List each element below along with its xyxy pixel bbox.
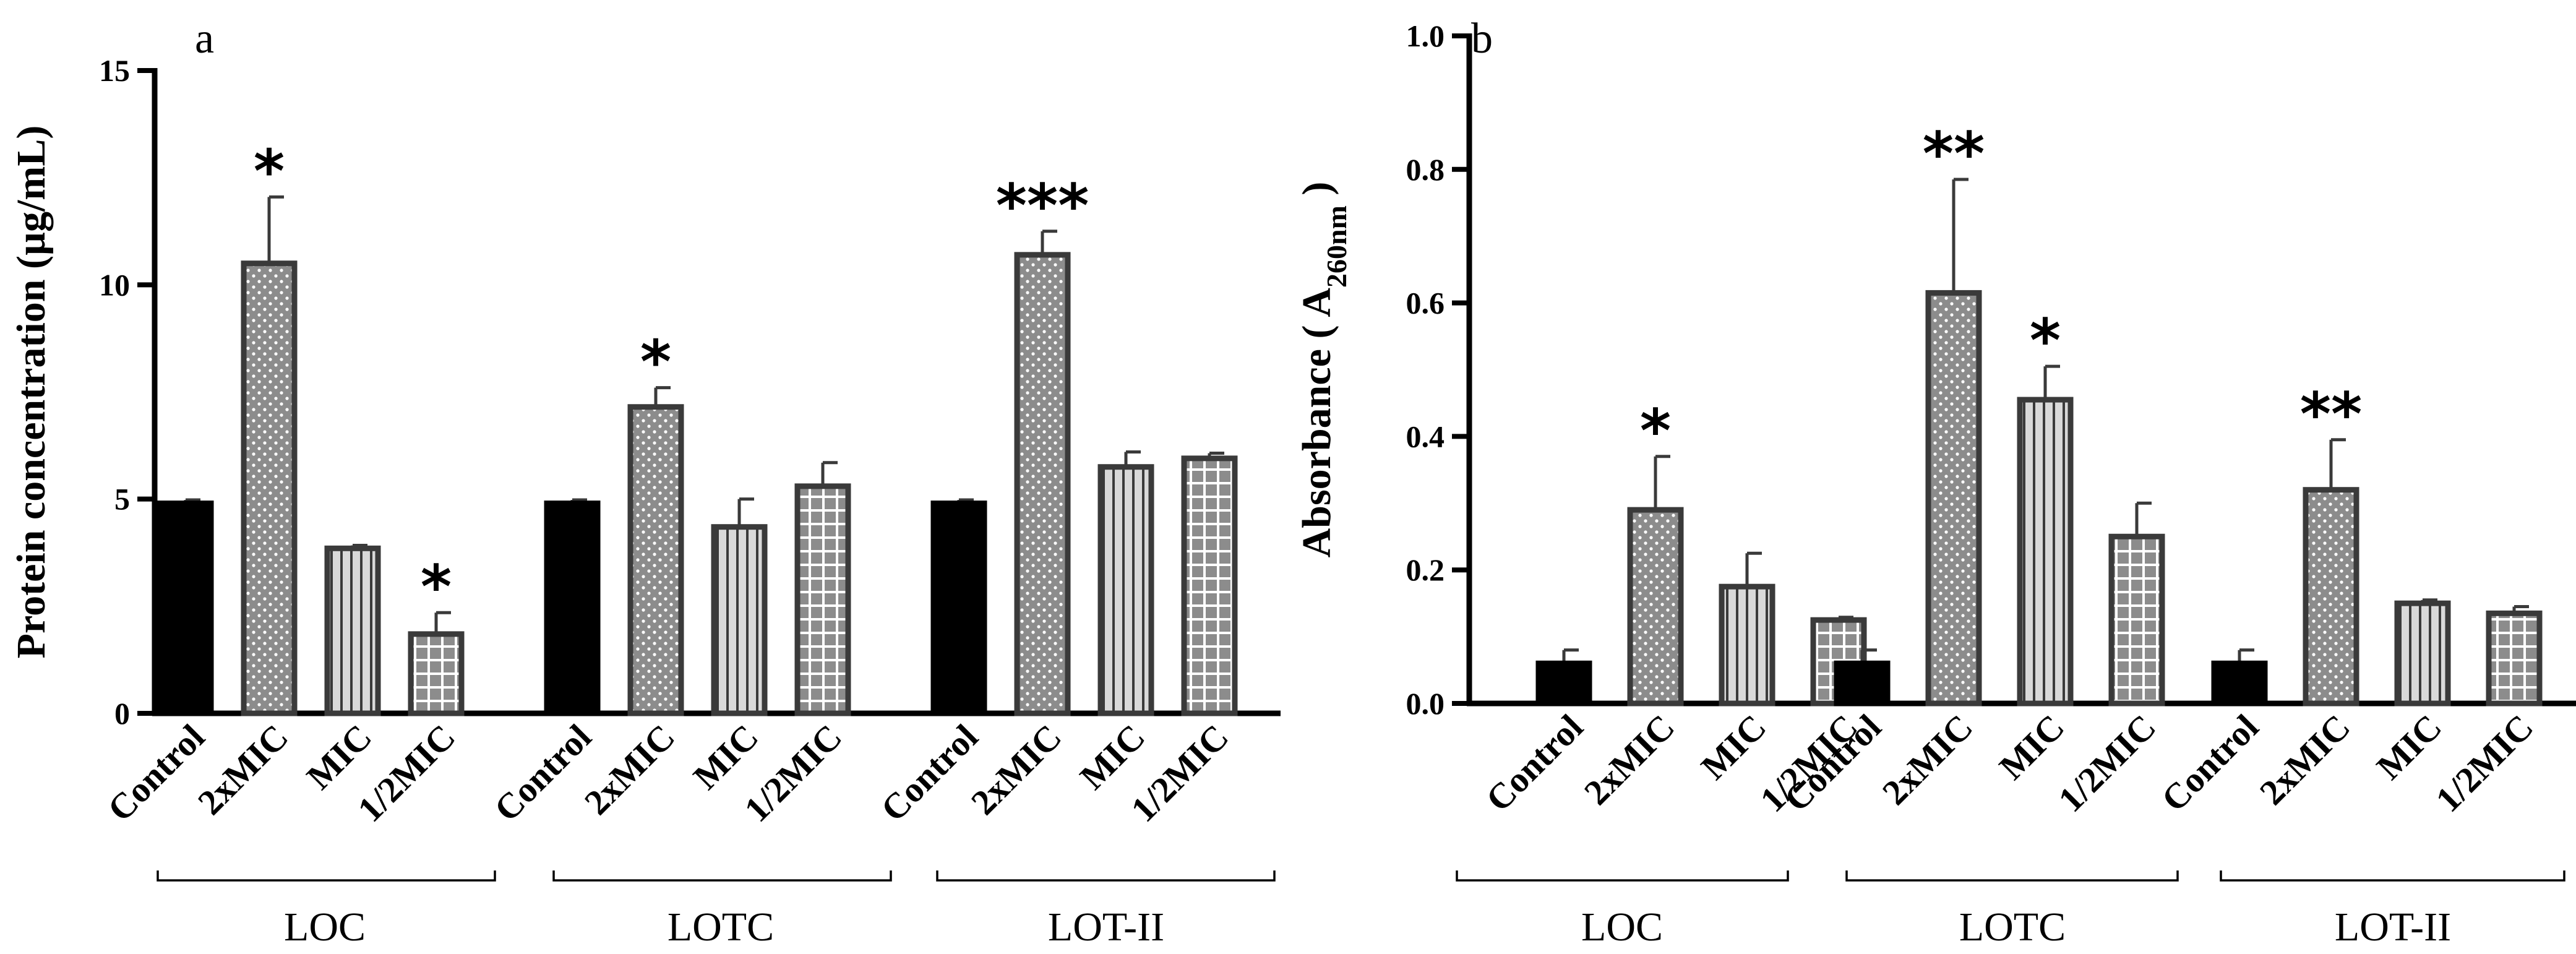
bar-lotc-mic	[711, 524, 768, 716]
bar-lot-ii-2xmic	[2303, 487, 2359, 707]
bar-loc-half-mic	[408, 631, 465, 716]
y-tick-label: 0.6	[1406, 286, 1445, 320]
y-tick-label: 5	[114, 482, 130, 517]
panel-letter: a	[195, 15, 214, 62]
group-bracket	[552, 870, 892, 882]
group-label: LOC	[1581, 905, 1663, 950]
group-bracket	[936, 870, 1276, 882]
bar-loc-2xmic	[1627, 507, 1684, 707]
y-axis-title-subscript: 260nm	[1321, 205, 1352, 288]
bar-lotc-mic	[2017, 397, 2074, 707]
significance-marker: *	[640, 328, 671, 397]
category-label: Control	[873, 716, 985, 829]
panel-b: b 0.0 0.2 0.4 0.6 0.8 1.0 Absorbance ( A260nm )…	[1294, 15, 2576, 950]
y-axis-title-main: Absorbance ( A	[1294, 288, 1339, 558]
category-label: 2xMIC	[190, 716, 296, 822]
significance-marker: *	[1640, 397, 1671, 466]
category-label: Control	[486, 716, 599, 829]
group-bracket	[1456, 870, 1789, 882]
y-tick-label: 15	[99, 53, 130, 88]
panel-letter: b	[1471, 15, 1493, 62]
bar-lotc-control	[544, 501, 601, 716]
bar-lotc-half-mic	[794, 483, 851, 716]
group-label: LOTC	[1959, 905, 2066, 950]
significance-marker: *	[254, 137, 285, 206]
significance-marker: **	[1923, 119, 1985, 189]
category-label: 2xMIC	[963, 716, 1069, 822]
significance-marker: **	[2300, 380, 2362, 449]
bar-loc-mic	[324, 545, 381, 716]
category-label: 2xMIC	[577, 716, 682, 822]
category-label: Control	[1478, 707, 1591, 819]
y-tick-label: 0.8	[1406, 152, 1445, 187]
y-axis-title-text: Protein concentration (µg/mL)	[9, 126, 54, 659]
bar-lot-ii-2xmic	[1014, 252, 1071, 716]
category-label: 2xMIC	[1874, 707, 1980, 812]
significance-marker: ***	[996, 171, 1089, 241]
category-label: 1/2MIC	[2051, 707, 2164, 820]
y-tick-label: 10	[99, 267, 130, 302]
group-bracket	[1845, 870, 2179, 882]
category-label: MIC	[2369, 707, 2449, 787]
significance-marker: *	[2030, 306, 2061, 376]
category-label: 1/2MIC	[2428, 707, 2541, 820]
group-label: LOTC	[668, 905, 774, 950]
group-bracket	[157, 870, 496, 882]
significance-marker: *	[421, 552, 452, 622]
bar-lot-ii-control	[2211, 660, 2268, 707]
category-label: Control	[100, 716, 212, 829]
group-bracket	[2220, 870, 2565, 882]
group-label: LOT-II	[2335, 905, 2451, 950]
y-tick-label: 0.2	[1406, 552, 1445, 587]
bar-lot-ii-mic	[2394, 600, 2451, 707]
y-tick-label: 0.4	[1406, 419, 1445, 453]
y-tick-label: 1.0	[1406, 19, 1445, 53]
bar-lotc-control	[1834, 660, 1891, 707]
y-tick-label: 0.0	[1406, 686, 1445, 721]
category-label: MIC	[1991, 707, 2072, 787]
bar-lot-ii-mic	[1097, 464, 1154, 716]
bar-lotc-2xmic	[1925, 290, 1982, 707]
bar-lotc-2xmic	[627, 404, 684, 716]
group-label: LOT-II	[1048, 905, 1164, 950]
bar-lot-ii-control	[930, 501, 987, 716]
bar-lot-ii-half-mic	[1181, 455, 1238, 716]
category-label: MIC	[1693, 707, 1774, 787]
bar-lot-ii-half-mic	[2486, 610, 2543, 707]
category-label: Control	[2153, 707, 2266, 819]
category-label: 2xMIC	[2252, 707, 2358, 812]
y-axis-title: Protein concentration (µg/mL)	[9, 126, 54, 659]
y-tick-label: 0	[114, 696, 130, 731]
bar-loc-control	[157, 501, 214, 716]
category-label: 2xMIC	[1576, 707, 1682, 812]
bar-loc-2xmic	[241, 260, 298, 716]
bar-lotc-half-mic	[2108, 533, 2165, 707]
group-label: LOC	[284, 905, 366, 950]
y-axis-title: Absorbance ( A260nm )	[1294, 182, 1352, 558]
y-axis-title-end: )	[1294, 182, 1339, 205]
bar-loc-mic	[1719, 583, 1775, 707]
bar-loc-control	[1535, 660, 1592, 707]
panel-a: a 0 5 10 15 Protein concentration (µg/mL) Cont…	[9, 15, 1281, 950]
